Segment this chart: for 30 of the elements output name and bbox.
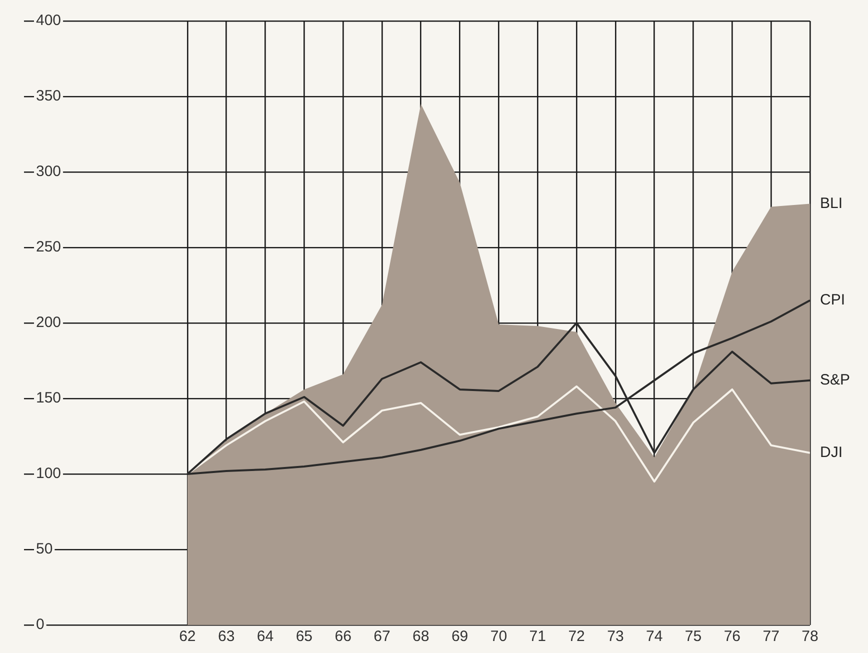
- y-tick-label: 100: [36, 465, 62, 482]
- series-label: S&P: [820, 372, 850, 389]
- y-tick-label: 250: [36, 238, 62, 256]
- series-label: CPI: [820, 291, 846, 308]
- x-tick-label: 64: [256, 628, 274, 646]
- x-tick-label: 65: [296, 628, 312, 646]
- series-label: DJI: [820, 444, 842, 461]
- x-tick-label: 70: [490, 628, 508, 646]
- x-tick-label: 71: [529, 628, 546, 646]
- x-tick-label: 66: [334, 628, 352, 646]
- y-tick-label: 350: [36, 88, 62, 105]
- y-tick-label: 50: [36, 540, 53, 558]
- y-tick-label: 150: [36, 390, 62, 407]
- y-tick-label: 400: [36, 12, 62, 30]
- y-tick-label: 200: [36, 314, 62, 332]
- x-tick-label: 63: [218, 628, 235, 646]
- y-tick-label: 0: [36, 616, 44, 634]
- x-tick-label: 69: [451, 628, 468, 646]
- x-tick-label: 78: [802, 628, 818, 646]
- x-tick-label: 62: [179, 628, 196, 646]
- x-tick-label: 77: [762, 628, 780, 646]
- x-tick-label: 73: [607, 628, 624, 646]
- x-tick-label: 72: [568, 628, 585, 646]
- series-label: BLI: [820, 194, 843, 212]
- x-tick-label: 68: [412, 628, 430, 646]
- x-tick-label: 76: [724, 628, 741, 646]
- x-tick-label: 74: [646, 628, 663, 646]
- x-tick-label: 67: [374, 628, 390, 646]
- x-tick-label: 75: [684, 628, 702, 646]
- y-tick-label: 300: [36, 163, 62, 180]
